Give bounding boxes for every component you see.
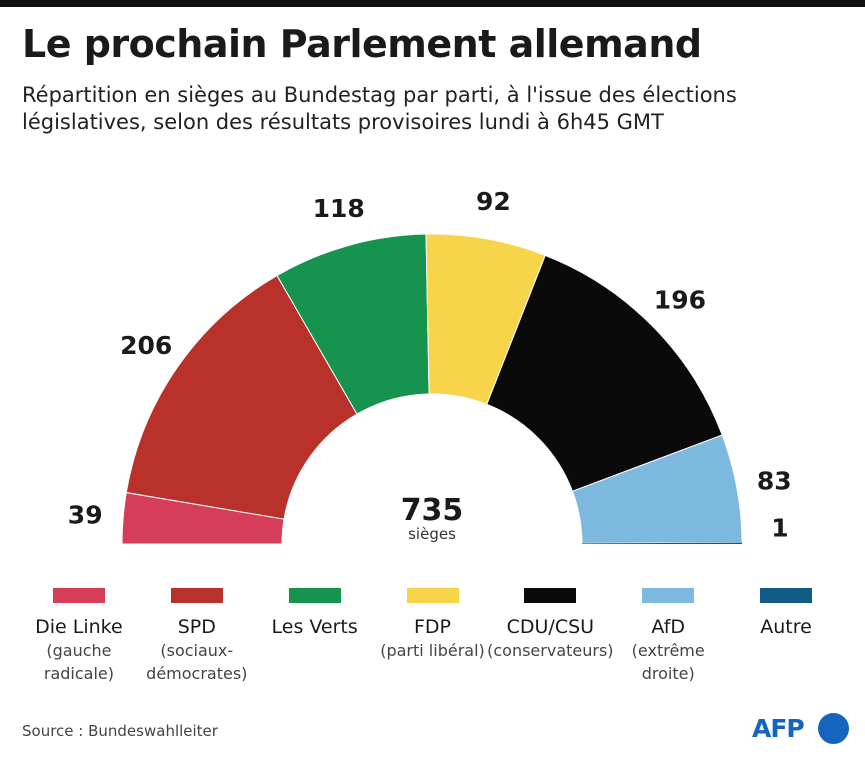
seat-label-die-linke: 39 (68, 501, 103, 530)
legend-description: droite) (641, 664, 695, 683)
segment-spd (125, 274, 358, 520)
legend-item-fdp: FDP (parti libéral) (363, 588, 503, 662)
legend-description: radicale) (43, 664, 114, 683)
legend-swatch (406, 588, 459, 603)
segment-cdu-csu (486, 254, 723, 492)
legend-description: (conservateurs) (487, 641, 614, 660)
legend: Die Linke (gauche radicale) SPD (sociaux-dém… (0, 588, 865, 698)
afp-logo-dot (818, 713, 849, 744)
seat-label-cdu-csu: 196 (654, 285, 706, 314)
seat-label-autre: 1 (771, 514, 788, 543)
afp-logo-text: AFP (752, 714, 805, 743)
legend-description: (sociaux- (160, 641, 234, 660)
legend-name: Les Verts (271, 616, 358, 638)
legend-swatch (52, 588, 105, 603)
legend-item-autre: Autre (716, 588, 856, 639)
legend-description: (gauche (46, 641, 112, 660)
legend-name: CDU/CSU (506, 616, 595, 638)
total-seats-value: 735 (401, 493, 464, 528)
legend-item-afd: AfD (extrême droite) (598, 588, 738, 685)
chart-title: Le prochain Parlement allemand (22, 22, 702, 66)
legend-item-die-linke: Die Linke (gauche radicale) (9, 588, 149, 685)
legend-description: (parti libéral) (380, 641, 485, 660)
seat-label-afd: 83 (757, 467, 792, 496)
legend-swatch (288, 588, 341, 603)
legend-name: Die Linke (35, 616, 123, 638)
legend-description: démocrates) (146, 664, 248, 683)
source-note: Source : Bundeswahlleiter (22, 722, 218, 740)
seat-label-fdp: 92 (476, 187, 511, 216)
legend-swatch (760, 588, 813, 603)
legend-name: Autre (760, 616, 812, 638)
legend-swatch (642, 588, 695, 603)
chart-subtitle: Répartition en sièges au Bundestag par p… (22, 83, 737, 134)
legend-item-les-verts: Les Verts (245, 588, 385, 639)
top-rule (0, 0, 865, 7)
legend-swatch (524, 588, 577, 603)
seat-label-spd: 206 (120, 331, 172, 360)
legend-name: AfD (651, 616, 686, 638)
afp-logo: AFP (752, 712, 852, 746)
legend-name: FDP (413, 616, 452, 638)
segment-autre (581, 542, 742, 544)
legend-name: SPD (177, 616, 216, 638)
legend-item-spd: SPD (sociaux-démocrates) (127, 588, 267, 685)
legend-swatch (170, 588, 223, 603)
legend-item-cdu-csu: CDU/CSU (conservateurs) (480, 588, 620, 662)
legend-description: (extrême (631, 641, 705, 660)
total-seats-unit: sièges (408, 525, 456, 543)
seat-label-les-verts: 118 (313, 194, 365, 223)
